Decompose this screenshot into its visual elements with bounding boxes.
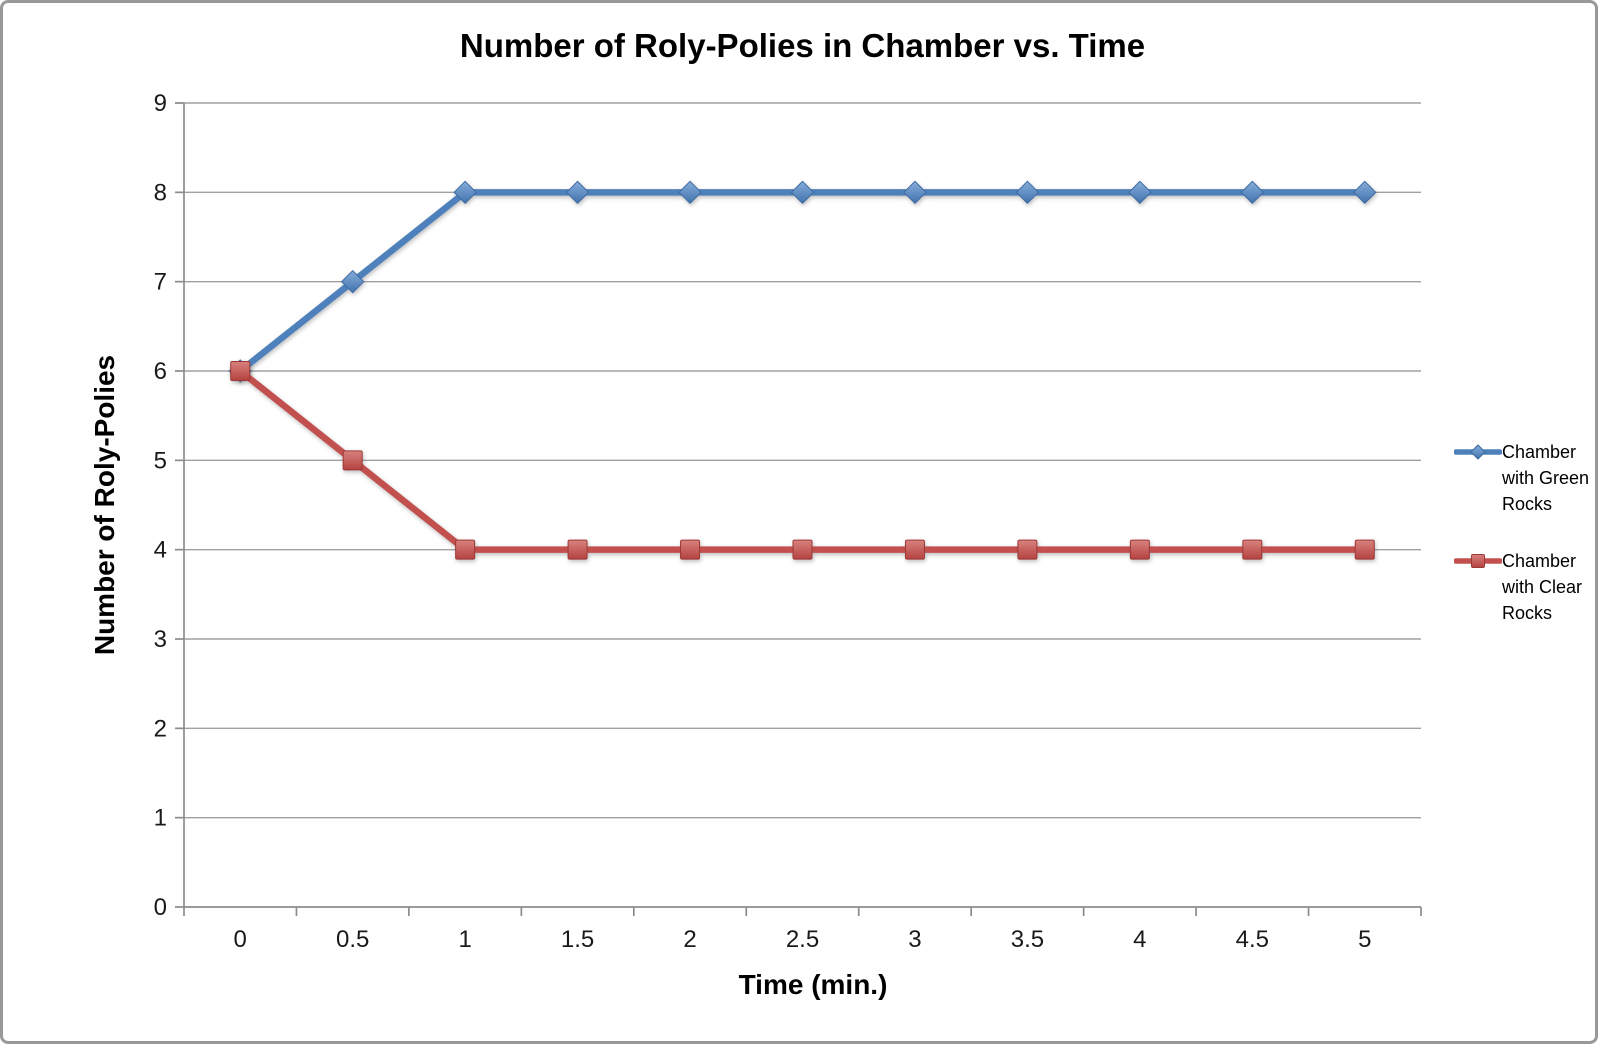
data-point-marker xyxy=(792,539,813,560)
x-axis-title: Time (min.) xyxy=(738,969,888,1000)
x-tick-label: 2 xyxy=(683,926,696,953)
data-point-marker xyxy=(678,180,702,205)
y-tick-label: 0 xyxy=(154,894,167,921)
data-point-marker xyxy=(1240,180,1265,205)
x-tick-label: 2.5 xyxy=(786,926,819,953)
data-point-marker xyxy=(565,180,590,205)
chart-title: Number of Roly-Polies in Chamber vs. Tim… xyxy=(459,27,1146,64)
data-point-marker xyxy=(904,539,925,560)
legend: Chamber with Green Rocks Chamber with Cl… xyxy=(1454,439,1595,657)
data-point-marker xyxy=(1128,180,1152,205)
y-tick-label: 5 xyxy=(154,447,167,474)
y-tick-label: 2 xyxy=(154,715,167,742)
y-tick-label: 4 xyxy=(154,537,167,564)
legend-label-green-rocks: Chamber with Green Rocks xyxy=(1502,442,1590,514)
legend-swatch-square-icon xyxy=(1454,554,1502,568)
x-tick-label: 3.5 xyxy=(1011,926,1044,953)
data-point-marker xyxy=(453,180,477,205)
x-tick-label: 1.5 xyxy=(561,926,594,953)
data-point-marker xyxy=(1017,539,1038,560)
legend-marker xyxy=(1470,444,1486,460)
x-tick-label: 5 xyxy=(1358,926,1371,953)
data-point-marker xyxy=(790,180,815,205)
x-tick-label: 3 xyxy=(908,926,921,953)
data-point-marker xyxy=(567,539,588,560)
legend-swatch-diamond-icon xyxy=(1454,444,1502,460)
x-tick-label: 0.5 xyxy=(336,926,369,953)
plot-area: 0 1 2 3 4 5 6 7 8 9 0 0.5 1 1.5 2 2.5 3 3.5 4 4.5 5 xyxy=(154,90,1422,953)
y-tick-label: 8 xyxy=(154,179,167,206)
x-tick-label: 0 xyxy=(234,926,247,953)
y-tick-label: 3 xyxy=(154,626,167,653)
x-tick-label: 4.5 xyxy=(1236,926,1269,953)
data-point-marker xyxy=(230,361,251,381)
legend-entry-clear-rocks: Chamber with Clear Rocks xyxy=(1454,548,1595,626)
legend-label-clear-rocks: Chamber with Clear Rocks xyxy=(1502,551,1583,623)
data-point-marker xyxy=(680,539,701,560)
series-clear-rocks xyxy=(230,361,1375,560)
y-tick-label: 9 xyxy=(154,90,167,117)
data-point-marker xyxy=(1015,180,1040,205)
y-tick-label: 1 xyxy=(154,805,167,832)
x-tick-label: 4 xyxy=(1133,926,1146,953)
data-point-marker xyxy=(1353,180,1377,205)
y-axis-title: Number of Roly-Polies xyxy=(89,354,120,656)
data-point-marker xyxy=(455,539,476,560)
data-point-marker xyxy=(1129,539,1150,560)
data-point-marker xyxy=(1354,539,1375,560)
legend-entry-green-rocks: Chamber with Green Rocks xyxy=(1454,439,1595,517)
legend-marker xyxy=(1471,554,1485,568)
data-point-marker xyxy=(903,180,927,205)
y-tick-label: 6 xyxy=(154,358,167,385)
data-point-marker xyxy=(342,450,363,471)
y-tick-label: 7 xyxy=(154,269,167,296)
x-tick-label: 1 xyxy=(458,926,471,953)
data-point-marker xyxy=(340,269,365,294)
data-point-marker xyxy=(1242,539,1263,560)
